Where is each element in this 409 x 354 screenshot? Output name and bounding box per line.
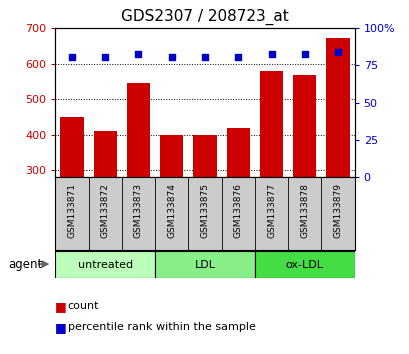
Text: GSM133877: GSM133877 <box>266 183 275 238</box>
Point <box>201 54 208 59</box>
Text: GSM133874: GSM133874 <box>167 183 176 238</box>
Text: GSM133879: GSM133879 <box>333 183 342 238</box>
Point <box>234 54 241 59</box>
Text: GSM133871: GSM133871 <box>67 183 76 238</box>
Bar <box>93 131 117 177</box>
Point <box>334 49 340 55</box>
Text: untreated: untreated <box>77 259 133 270</box>
Text: percentile rank within the sample: percentile rank within the sample <box>67 322 255 332</box>
Point <box>267 51 274 56</box>
Text: GSM133875: GSM133875 <box>200 183 209 238</box>
Bar <box>254 251 354 278</box>
Point <box>69 54 75 59</box>
Point <box>135 51 142 56</box>
Bar <box>160 135 183 177</box>
Text: count: count <box>67 301 99 311</box>
Bar <box>55 251 155 278</box>
Text: GSM133873: GSM133873 <box>134 183 143 238</box>
Text: agent: agent <box>8 258 43 271</box>
Point <box>301 51 307 56</box>
Bar <box>226 128 249 177</box>
Bar <box>292 75 316 177</box>
Text: GSM133872: GSM133872 <box>101 183 110 238</box>
Bar <box>155 251 254 278</box>
Bar <box>193 135 216 177</box>
Text: GDS2307 / 208723_at: GDS2307 / 208723_at <box>121 9 288 25</box>
Point <box>168 54 175 59</box>
Text: ■: ■ <box>55 300 67 313</box>
Bar <box>326 38 349 177</box>
Text: GSM133876: GSM133876 <box>233 183 242 238</box>
Text: ox-LDL: ox-LDL <box>285 259 323 270</box>
Text: GSM133878: GSM133878 <box>299 183 308 238</box>
Bar <box>259 71 283 177</box>
Bar <box>126 83 150 177</box>
Bar <box>60 117 83 177</box>
Text: LDL: LDL <box>194 259 215 270</box>
Text: ■: ■ <box>55 321 67 334</box>
Point <box>102 54 108 59</box>
